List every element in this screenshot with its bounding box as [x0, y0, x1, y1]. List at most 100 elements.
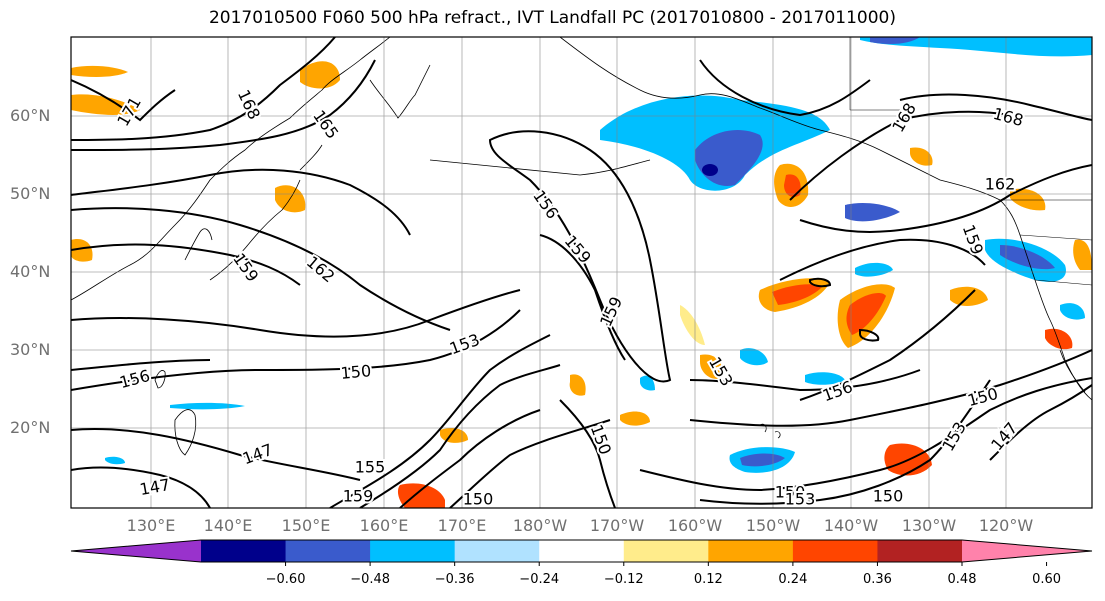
contour-label: 162 — [985, 175, 1016, 194]
lat-label: 30°N — [10, 340, 51, 359]
positive-anomaly-11 — [71, 239, 93, 262]
map-frame — [70, 36, 1093, 509]
colorbar-segment — [454, 540, 540, 562]
height-contours — [71, 37, 1092, 508]
positive-anomaly-1-core — [772, 284, 822, 305]
contour-label: 150 — [873, 487, 904, 506]
lat-label: 20°N — [10, 418, 51, 437]
contour-162-east — [799, 164, 1092, 233]
anomaly-shading — [71, 37, 1092, 508]
colorbar-tick-label: −0.12 — [603, 572, 644, 587]
contour-171 — [71, 79, 176, 122]
asia-coast — [71, 37, 391, 301]
negative-anomaly-alaska-deep — [702, 164, 718, 176]
kamchatka — [369, 64, 431, 119]
contour-label: 150 — [340, 361, 372, 383]
lat-label: 60°N — [10, 106, 51, 125]
philippines — [174, 409, 197, 456]
taiwan — [154, 370, 166, 389]
colorbar-outline — [70, 539, 1093, 563]
negative-anomaly-mid — [845, 202, 900, 222]
colorbar-tick-label: 0.36 — [862, 572, 892, 587]
lon-label: 140°W — [823, 516, 879, 535]
colorbar-tick-label: 0.60 — [1032, 572, 1062, 587]
contour-159-inner — [539, 234, 626, 361]
contour-hole-1 — [809, 277, 832, 288]
contour-150 — [71, 309, 521, 391]
contour-147 — [71, 428, 361, 481]
colorbar-segment — [370, 540, 456, 562]
positive-anomaly-13 — [620, 411, 650, 426]
contour-162-west — [71, 168, 411, 236]
contour-jet-2 — [359, 364, 561, 508]
contour-162 — [71, 207, 451, 331]
contour-156 — [71, 359, 211, 371]
lat-label: 40°N — [10, 262, 51, 281]
colorbar-extend-left — [71, 540, 201, 562]
positive-anomaly-20 — [700, 354, 723, 379]
lon-label: 120°W — [978, 516, 1034, 535]
positive-anomaly-18 — [569, 374, 586, 396]
negative-anomaly-small6 — [105, 456, 125, 465]
contour-147-2 — [71, 466, 211, 508]
negative-anomaly-small3 — [170, 402, 245, 410]
contour-159-east — [779, 238, 986, 281]
colorbar-tick-label: −0.24 — [519, 572, 560, 587]
contour-165-east — [789, 110, 1011, 201]
contour-159 — [71, 243, 301, 286]
map-title: 2017010500 F060 500 hPa refract., IVT La… — [208, 8, 896, 28]
colorbar-tick-label: 0.48 — [947, 572, 977, 587]
contour-label: 153 — [785, 490, 816, 509]
colorbar-segment — [792, 540, 878, 562]
negative-anomaly-south2 — [805, 372, 845, 385]
contour-hole-2 — [859, 328, 880, 342]
colorbar-tick-label: −0.48 — [350, 572, 391, 587]
japan — [209, 144, 323, 281]
colorbar-segment — [539, 540, 625, 562]
colorbar-segment — [877, 540, 963, 562]
colorbar-segment — [623, 540, 709, 562]
alaska — [559, 37, 1001, 201]
contour-label: 155 — [355, 458, 386, 477]
negative-anomaly-top-core — [870, 37, 920, 45]
map-background — [71, 37, 1092, 508]
lon-label: 130°E — [126, 516, 176, 535]
graticule — [71, 37, 1092, 508]
colorbar-tick-label: −0.60 — [265, 572, 306, 587]
negative-anomaly-small1 — [740, 348, 768, 366]
north-america-coast — [999, 199, 1092, 401]
contour-jet-3 — [399, 409, 541, 508]
colorbar — [70, 539, 1093, 566]
colorbar-segment — [708, 540, 794, 562]
contour-label: 159 — [343, 487, 374, 506]
positive-anomaly-12 — [1045, 328, 1073, 350]
contour-147-east — [559, 399, 616, 508]
border-1 — [849, 37, 900, 111]
positive-anomaly-19 — [910, 147, 933, 166]
positive-anomaly-5 — [397, 483, 445, 508]
positive-anomaly-3-core — [784, 174, 801, 197]
lat-label: 50°N — [10, 184, 51, 203]
colorbar-segment — [201, 540, 287, 562]
contour-168-west — [71, 37, 336, 141]
contour-165 — [71, 59, 376, 151]
lon-label: 160°W — [667, 516, 723, 535]
lon-label: 180°W — [512, 516, 568, 535]
positive-anomaly-7 — [300, 61, 340, 89]
contour-156-loop — [488, 130, 672, 383]
negative-anomaly-small2 — [855, 262, 893, 277]
positive-anomaly-10 — [71, 65, 128, 77]
positive-anomaly-16 — [1073, 239, 1092, 270]
contour-153 — [71, 289, 521, 338]
lon-label: 170°E — [437, 516, 487, 535]
contour-east-2 — [689, 349, 1092, 427]
colorbar-segment — [285, 540, 371, 562]
colorbar-extend-right — [962, 540, 1092, 562]
lon-label: 170°W — [589, 516, 645, 535]
colorbar-tick-label: 0.12 — [693, 572, 723, 587]
korea — [184, 228, 213, 261]
positive-anomaly-2-core — [846, 293, 886, 335]
negative-anomaly-south-core — [740, 453, 785, 467]
lon-label: 160°E — [359, 516, 409, 535]
